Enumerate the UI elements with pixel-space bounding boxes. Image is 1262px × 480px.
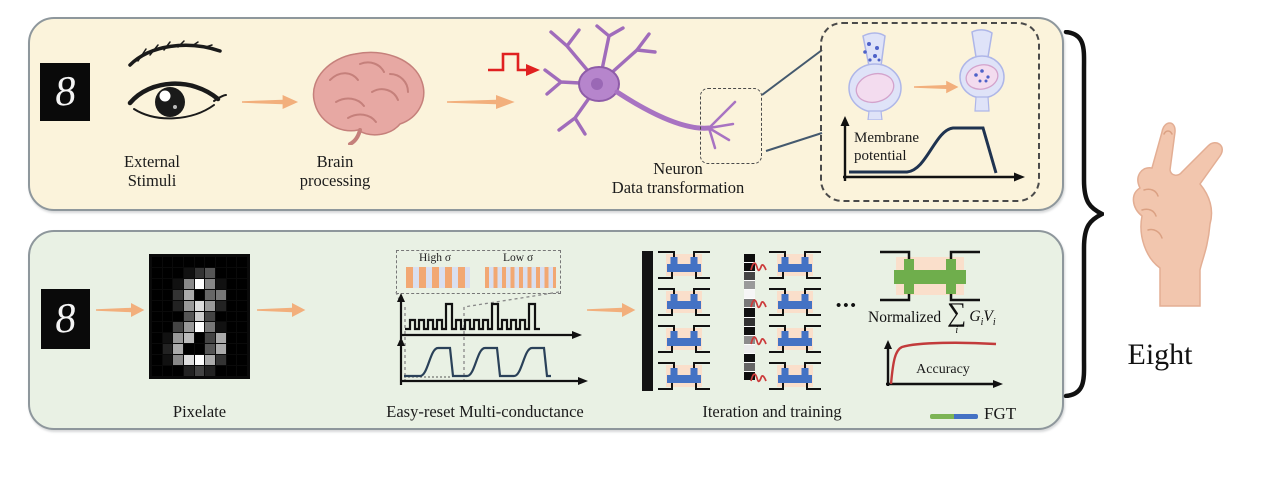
pixel-value-electrode-bar	[744, 254, 755, 381]
mnist-digit-image: 8	[41, 289, 90, 349]
membrane-potential-label: Membrane potential	[854, 130, 919, 164]
pixelate-label: Pixelate	[172, 402, 227, 421]
neuron-illustration	[543, 24, 737, 150]
high-sigma-stripes	[406, 267, 470, 288]
synapse-before-illustration	[848, 32, 902, 120]
synapse-after-illustration	[959, 29, 1005, 112]
result-word: Eight	[1127, 338, 1193, 371]
fgt-array-column-2	[769, 251, 821, 390]
pulse-train-graph	[397, 293, 582, 339]
brain-processing-label: Brain processing	[299, 152, 371, 190]
pixel-grid	[152, 257, 247, 376]
brain-illustration	[312, 51, 425, 145]
sigma-stripes-inset: High σ Low σ	[396, 250, 561, 294]
low-sigma-stripes	[485, 267, 556, 288]
sigma-symbol: ∑ i	[947, 297, 967, 336]
ellipsis-dots: •••	[836, 298, 858, 314]
accuracy-graph	[884, 340, 1003, 388]
accuracy-label: Accuracy	[916, 362, 970, 377]
hardware-pathway-panel: 8 Pixelate High σ Low σ	[28, 230, 1064, 430]
fgt-array-column-1	[658, 251, 710, 390]
conductance-response-graph	[397, 337, 588, 385]
flow-arrow-icon	[914, 80, 959, 94]
gv-term: GiVi	[969, 307, 996, 329]
data-transformation-label: Data transformation	[611, 178, 745, 197]
external-stimuli-label: External Stimuli	[124, 152, 180, 190]
hand-gesture-eight	[1132, 122, 1223, 307]
curly-brace	[1063, 30, 1104, 398]
easy-reset-label: Easy-reset Multi-conductance	[386, 402, 584, 421]
legend-green-segment	[930, 414, 954, 419]
low-sigma-label: Low σ	[503, 252, 534, 264]
legend-blue-segment	[954, 414, 978, 419]
iteration-training-label: Iteration and training	[702, 402, 842, 421]
flow-arrow-icon	[242, 95, 299, 109]
axon-terminal-zoom-box	[700, 88, 762, 164]
flow-arrow-icon	[96, 303, 145, 317]
input-spike-icon	[488, 52, 540, 76]
biological-pathway-panel: 8 External Stimuli B	[28, 17, 1064, 211]
synapse-inset-box	[820, 22, 1040, 202]
flow-arrow-icon	[587, 303, 636, 317]
weighted-sum-formula: Normalized ∑ i GiVi	[868, 297, 996, 336]
fgt-legend-label: FGT	[984, 404, 1017, 423]
eye-illustration	[127, 40, 227, 120]
membrane-potential-graph	[840, 116, 1025, 182]
high-sigma-label: High σ	[419, 252, 452, 264]
pixelated-digit-image	[149, 254, 250, 379]
digit-eight-glyph: 8	[52, 68, 78, 116]
flow-arrow-icon	[447, 95, 515, 109]
spike-signal-icons	[750, 262, 767, 383]
fgt-device-symbol	[880, 250, 980, 302]
fgt-legend-line	[930, 414, 978, 419]
flow-arrow-icon	[257, 303, 306, 317]
digit-eight-glyph: 8	[53, 295, 78, 343]
input-electrode-bar	[642, 251, 653, 391]
mnist-digit-image: 8	[40, 63, 90, 121]
normalized-label: Normalized	[868, 309, 942, 326]
neuron-label: Neuron	[653, 159, 703, 178]
